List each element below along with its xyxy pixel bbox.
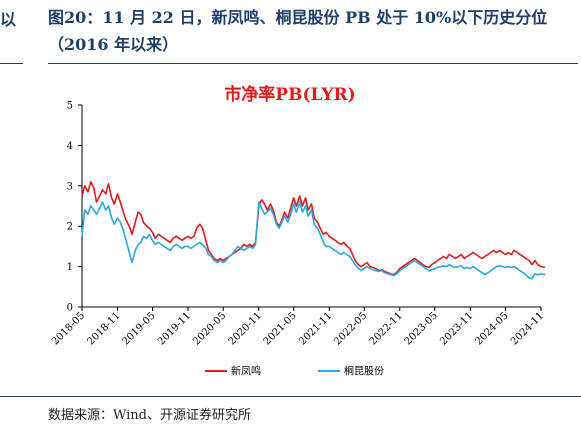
y-tick-label: 4	[67, 141, 73, 152]
x-tick-label: 2024-05	[473, 310, 510, 347]
left-margin-fragment: 以	[0, 10, 17, 29]
series-line-2	[81, 201, 546, 280]
y-tick-label: 0	[67, 303, 73, 314]
legend-label-2: 桐昆股份	[344, 365, 384, 378]
series-line-1	[81, 181, 546, 276]
x-tick-label: 2021-05	[262, 310, 299, 347]
x-tick-label: 2020-05	[191, 310, 228, 347]
y-tick-label: 2	[67, 222, 73, 233]
title-divider	[48, 63, 578, 64]
legend-label-1: 新凤鸣	[231, 365, 261, 378]
x-tick-label: 2019-05	[120, 310, 157, 347]
x-tick-label: 2023-11	[438, 310, 475, 347]
chart-title: 市净率PB(LYR)	[224, 84, 355, 105]
x-tick-label: 2018-11	[85, 310, 122, 347]
x-tick-label: 2022-11	[368, 310, 405, 347]
x-tick-label: 2022-05	[332, 310, 369, 347]
figure-title: 图20：11 月 22 日，新凤鸣、桐昆股份 PB 处于 10%以下历史分位（2…	[48, 8, 548, 54]
x-tick-label: 2018-05	[50, 310, 87, 347]
left-margin-rule-top	[0, 63, 23, 64]
y-tick-label: 3	[67, 181, 73, 192]
source-divider	[0, 396, 581, 397]
y-tick-label: 1	[67, 262, 73, 273]
x-tick-label: 2023-05	[403, 310, 440, 347]
x-tick-label: 2024-11	[509, 310, 546, 347]
x-tick-label: 2020-11	[227, 310, 264, 347]
source-note: 数据来源：Wind、开源证券研究所	[48, 408, 251, 423]
x-tick-label: 2021-11	[297, 310, 334, 347]
y-tick-label: 5	[67, 101, 73, 112]
x-tick-label: 2019-11	[156, 310, 193, 347]
